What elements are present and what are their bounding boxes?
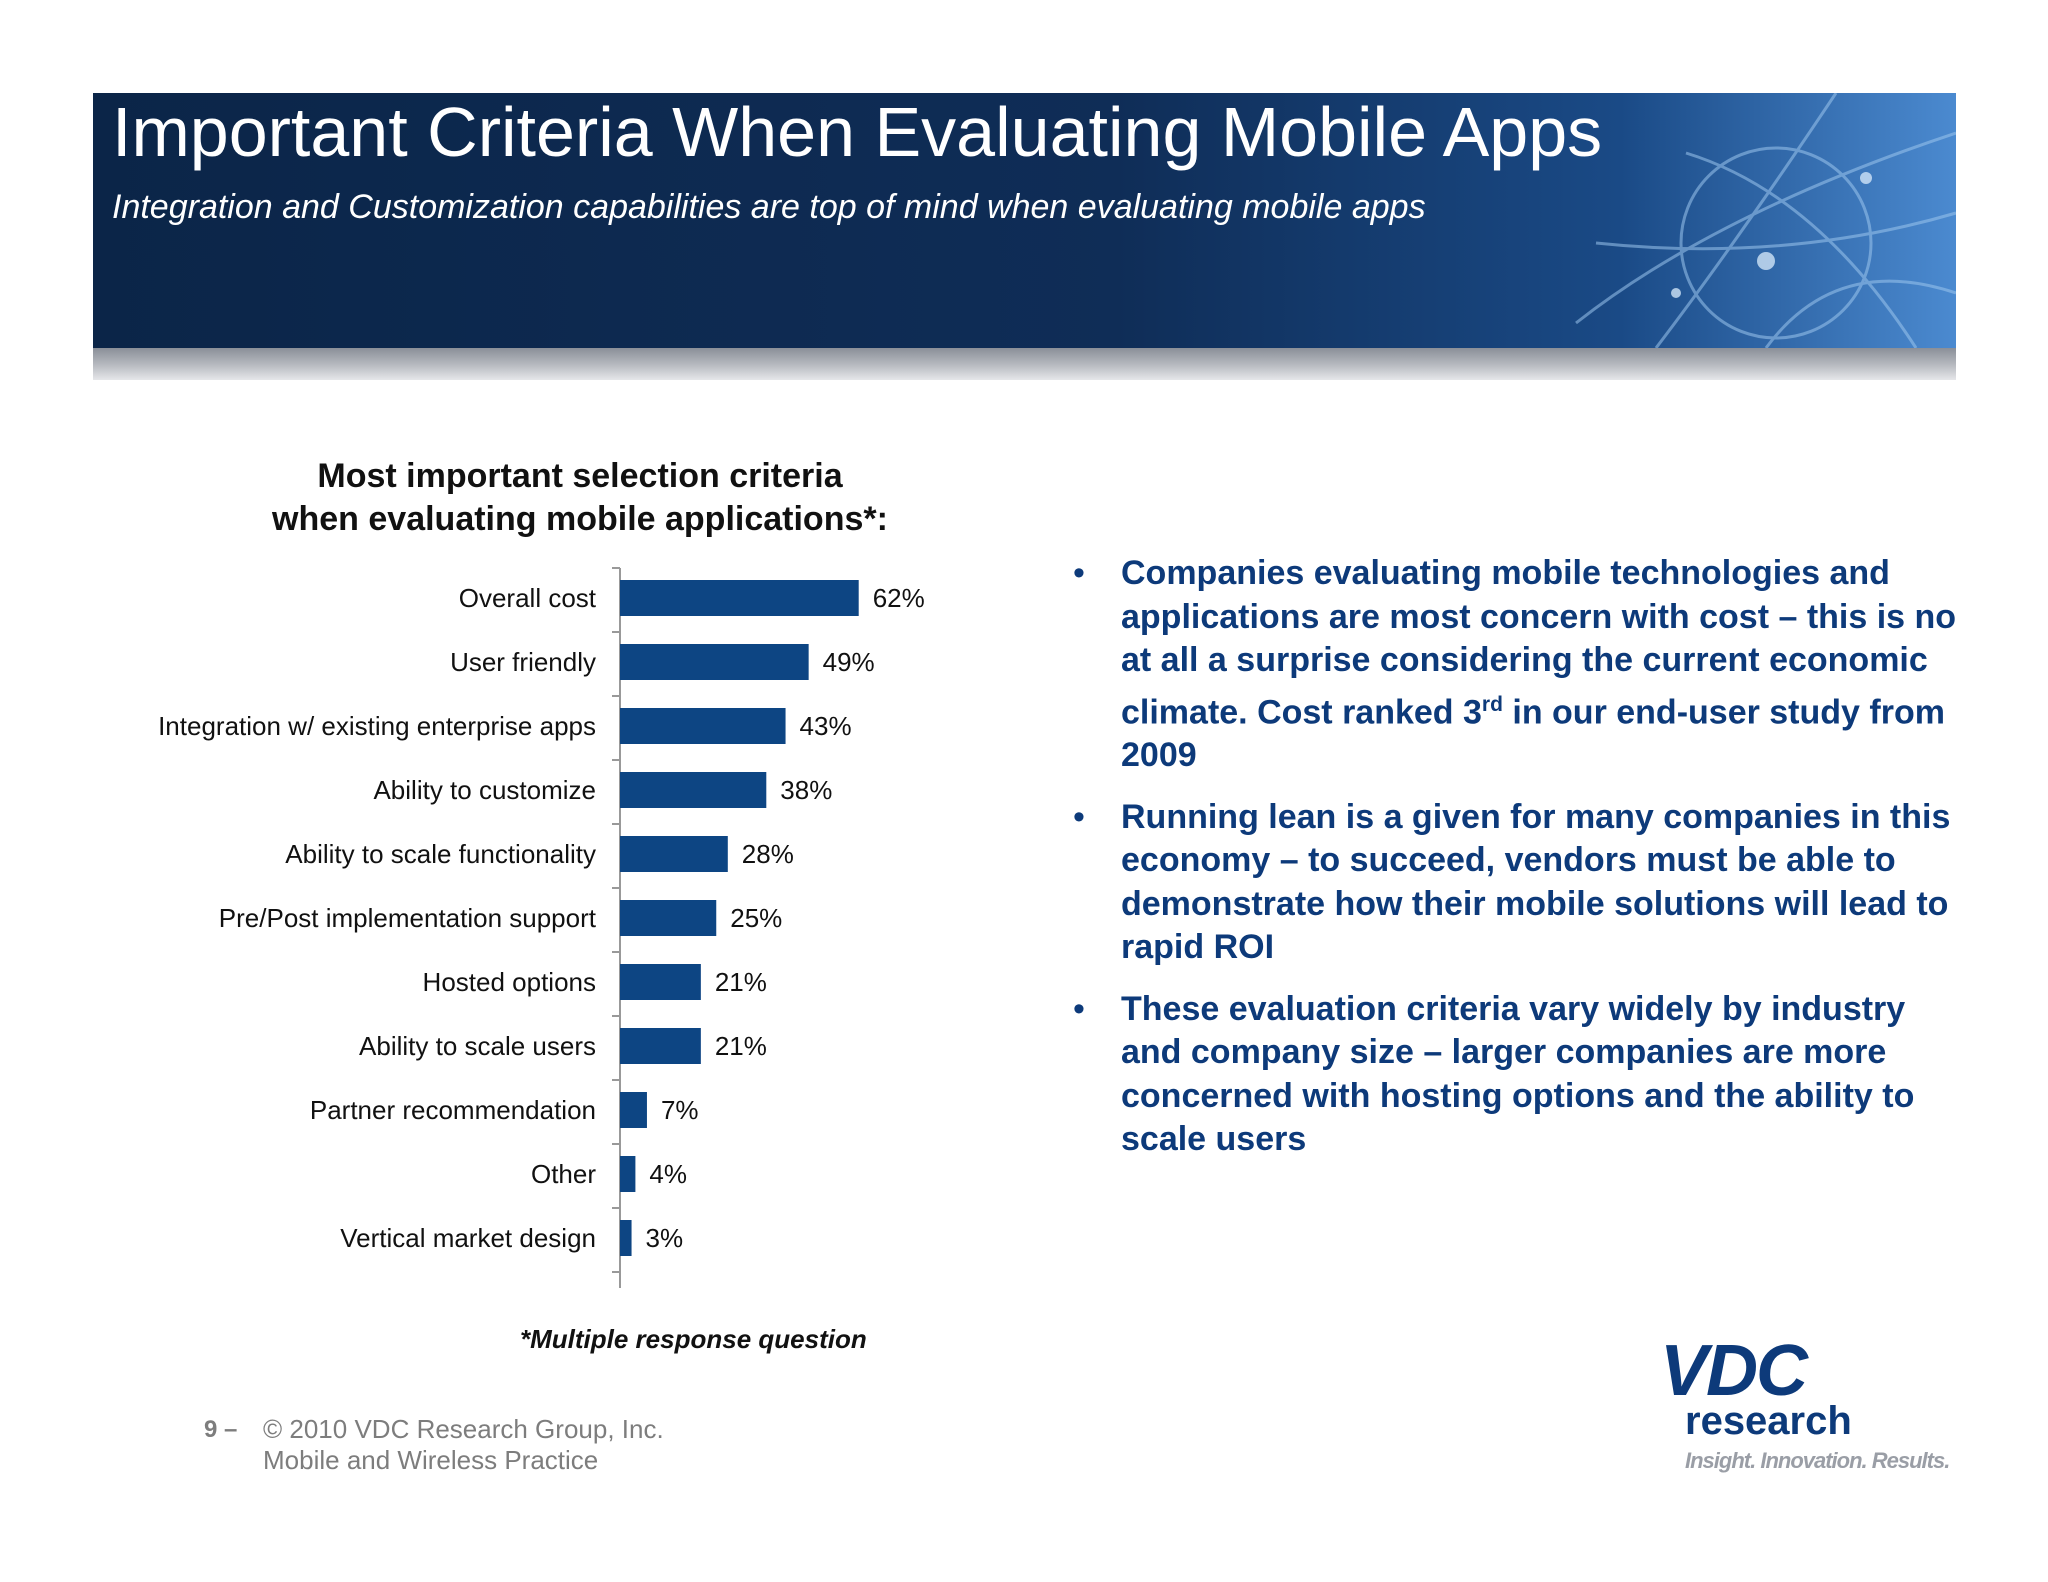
bar <box>620 644 809 680</box>
bar-value-label: 7% <box>661 1095 699 1125</box>
category-label: Partner recommendation <box>310 1095 596 1125</box>
footer-copyright: © 2010 VDC Research Group, Inc. Mobile a… <box>263 1414 664 1476</box>
bullet-marker: • <box>1073 989 1085 1028</box>
bullet-list: • Companies evaluating mobile technologi… <box>1065 552 1965 1180</box>
bar-value-label: 4% <box>649 1159 687 1189</box>
bar <box>620 900 717 936</box>
logo-tagline: Insight. Innovation. Results. <box>1685 1448 1950 1473</box>
bar <box>620 1092 647 1128</box>
bar-value-label: 28% <box>742 839 794 869</box>
page-number: 9 – <box>204 1416 238 1443</box>
bar-chart: Overall cost 62% User friendly 49% Integrati… <box>158 567 925 1288</box>
bar <box>620 580 859 616</box>
bar-value-label: 62% <box>873 583 925 613</box>
page-subtitle: Integration and Customization capabiliti… <box>112 188 1426 226</box>
chart-title: Most important selection criteria when e… <box>220 455 940 541</box>
bar <box>620 1220 632 1256</box>
bullet-marker: • <box>1073 554 1085 592</box>
category-label: Vertical market design <box>340 1223 596 1253</box>
bar <box>620 1028 701 1064</box>
bar <box>620 1156 636 1192</box>
category-label: Overall cost <box>459 583 597 613</box>
chart-title-line-1: Most important selection criteria <box>317 457 843 495</box>
bullet-text: Running lean is a given for many compani… <box>1121 797 1951 967</box>
network-graphic <box>1575 93 1956 348</box>
bar-value-label: 21% <box>715 1031 767 1061</box>
category-label: Ability to scale users <box>359 1031 596 1061</box>
bullet-text: These evaluation criteria vary widely by… <box>1121 989 1915 1159</box>
copyright-text: © 2010 VDC Research Group, Inc. <box>263 1414 664 1444</box>
logo-mark: VDC <box>1660 1331 1808 1411</box>
bar-value-label: 3% <box>646 1223 684 1253</box>
bullet-text: Companies evaluating mobile technologies… <box>1121 554 1957 775</box>
bar <box>620 964 701 1000</box>
category-label: Other <box>531 1159 596 1189</box>
category-label: Ability to scale functionality <box>285 839 596 869</box>
bar-value-label: 21% <box>715 967 767 997</box>
header-banner <box>93 93 1956 348</box>
category-label: Ability to customize <box>373 775 596 805</box>
category-label: Pre/Post implementation support <box>219 903 597 933</box>
banner-shadow <box>93 348 1956 380</box>
bar-value-label: 38% <box>780 775 832 805</box>
bar <box>620 772 767 808</box>
category-label: Hosted options <box>423 967 596 997</box>
category-label: Integration w/ existing enterprise apps <box>158 711 596 741</box>
page-title: Important Criteria When Evaluating Mobil… <box>112 93 1603 171</box>
bullet-item-1: • Companies evaluating mobile technologi… <box>1065 552 1965 778</box>
logo-word: research <box>1685 1399 1852 1443</box>
bar <box>620 708 786 744</box>
vdc-research-logo: VDC research Insight. Innovation. Result… <box>1660 1331 1950 1475</box>
bar-value-label: 43% <box>800 711 852 741</box>
bar-value-label: 25% <box>730 903 782 933</box>
bar <box>620 836 728 872</box>
bullet-item-3: • These evaluation criteria vary widely … <box>1065 988 1965 1162</box>
chart-title-line-2: when evaluating mobile applications*: <box>272 500 888 538</box>
bullet-item-2: • Running lean is a given for many compa… <box>1065 796 1965 970</box>
bar-value-label: 49% <box>823 647 875 677</box>
chart-footnote: *Multiple response question <box>520 1324 867 1354</box>
practice-text: Mobile and Wireless Practice <box>263 1445 599 1475</box>
bullet-marker: • <box>1073 797 1085 836</box>
category-label: User friendly <box>450 647 596 677</box>
